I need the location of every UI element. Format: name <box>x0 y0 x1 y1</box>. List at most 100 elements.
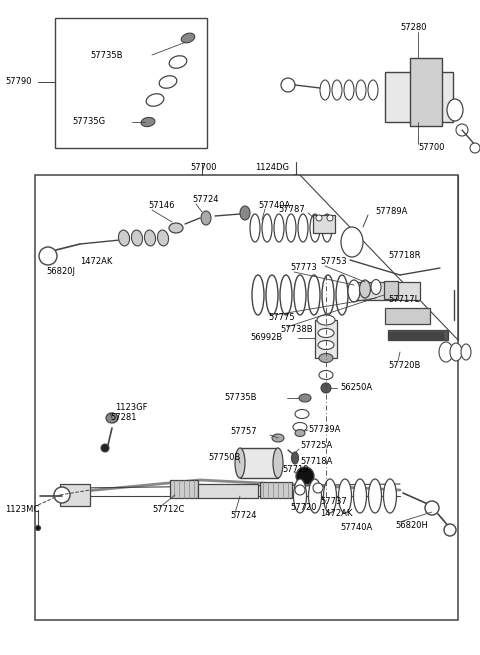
Text: 57735B: 57735B <box>224 394 256 403</box>
Bar <box>60 484 90 506</box>
Ellipse shape <box>298 214 308 242</box>
Ellipse shape <box>286 214 296 242</box>
Ellipse shape <box>371 280 381 295</box>
Bar <box>35 175 458 620</box>
Ellipse shape <box>317 315 335 325</box>
Ellipse shape <box>36 525 40 531</box>
Ellipse shape <box>369 479 382 513</box>
Ellipse shape <box>132 230 143 246</box>
Text: 57740A: 57740A <box>258 200 290 210</box>
Ellipse shape <box>299 394 311 402</box>
Text: 57718R: 57718R <box>388 252 420 261</box>
Text: 57735B: 57735B <box>90 50 122 60</box>
Text: 57719: 57719 <box>282 466 309 474</box>
Ellipse shape <box>310 214 320 242</box>
Ellipse shape <box>101 444 109 452</box>
Text: 57750B: 57750B <box>208 453 240 462</box>
Text: 57718A: 57718A <box>300 457 332 466</box>
Bar <box>240 448 278 478</box>
Bar <box>384 281 398 299</box>
Ellipse shape <box>281 78 295 92</box>
Ellipse shape <box>313 483 323 493</box>
Ellipse shape <box>169 56 187 68</box>
Text: 57757: 57757 <box>230 428 257 436</box>
Ellipse shape <box>295 409 309 419</box>
Ellipse shape <box>327 215 333 221</box>
Ellipse shape <box>262 214 272 242</box>
Ellipse shape <box>272 434 284 442</box>
Text: 56820H: 56820H <box>395 521 428 529</box>
Ellipse shape <box>295 485 305 495</box>
Bar <box>260 482 292 498</box>
Ellipse shape <box>309 479 322 513</box>
Text: 57724: 57724 <box>230 512 256 521</box>
Ellipse shape <box>106 413 118 423</box>
Bar <box>388 330 448 340</box>
Ellipse shape <box>321 383 331 393</box>
Text: 57790: 57790 <box>5 77 32 86</box>
Ellipse shape <box>293 422 307 432</box>
Ellipse shape <box>292 174 300 181</box>
Ellipse shape <box>296 467 314 485</box>
Ellipse shape <box>54 487 70 503</box>
Ellipse shape <box>319 354 333 362</box>
Ellipse shape <box>39 247 57 265</box>
Text: 57700: 57700 <box>190 164 216 172</box>
Ellipse shape <box>461 344 471 360</box>
Bar <box>198 484 258 498</box>
Ellipse shape <box>319 371 333 379</box>
Ellipse shape <box>318 341 334 350</box>
Text: 1124DG: 1124DG <box>255 164 289 172</box>
Ellipse shape <box>119 230 130 246</box>
Text: 56820J: 56820J <box>46 267 75 276</box>
Text: 1123MC: 1123MC <box>5 506 39 514</box>
Ellipse shape <box>235 448 245 478</box>
Ellipse shape <box>159 76 177 88</box>
Ellipse shape <box>294 275 306 315</box>
Ellipse shape <box>456 124 468 136</box>
Ellipse shape <box>169 223 183 233</box>
Text: 1472AK: 1472AK <box>80 257 112 267</box>
Text: 57789A: 57789A <box>375 208 408 217</box>
Ellipse shape <box>201 211 211 225</box>
Text: 57146: 57146 <box>148 202 175 210</box>
Ellipse shape <box>293 479 307 513</box>
Text: 57720B: 57720B <box>388 360 420 369</box>
Ellipse shape <box>295 430 305 436</box>
Text: 57281: 57281 <box>110 413 136 422</box>
Ellipse shape <box>274 214 284 242</box>
Text: 57725A: 57725A <box>300 441 332 449</box>
Ellipse shape <box>344 80 354 100</box>
Ellipse shape <box>322 214 332 242</box>
Bar <box>385 72 453 122</box>
Ellipse shape <box>141 117 155 126</box>
Bar <box>55 18 207 148</box>
Text: 57773: 57773 <box>290 263 317 272</box>
Ellipse shape <box>470 143 480 153</box>
Ellipse shape <box>360 280 371 298</box>
Bar <box>410 58 442 126</box>
Ellipse shape <box>280 275 292 315</box>
Text: 57737: 57737 <box>320 498 347 506</box>
Ellipse shape <box>240 206 250 220</box>
Ellipse shape <box>308 275 320 315</box>
Text: 57739A: 57739A <box>308 426 340 434</box>
Text: 57720: 57720 <box>290 504 316 512</box>
Text: 57753: 57753 <box>320 257 347 267</box>
Ellipse shape <box>348 280 360 302</box>
Ellipse shape <box>146 94 164 106</box>
Ellipse shape <box>425 501 439 515</box>
Ellipse shape <box>356 80 366 100</box>
Text: 57700: 57700 <box>418 143 444 153</box>
Ellipse shape <box>368 80 378 100</box>
Text: 57775: 57775 <box>268 314 295 322</box>
Bar <box>315 320 337 358</box>
Text: 57724: 57724 <box>192 195 218 204</box>
Ellipse shape <box>341 227 363 257</box>
Ellipse shape <box>447 99 463 121</box>
Ellipse shape <box>181 33 195 43</box>
Ellipse shape <box>252 275 264 315</box>
Bar <box>388 332 443 340</box>
Text: 57740A: 57740A <box>340 523 372 533</box>
Ellipse shape <box>157 230 168 246</box>
